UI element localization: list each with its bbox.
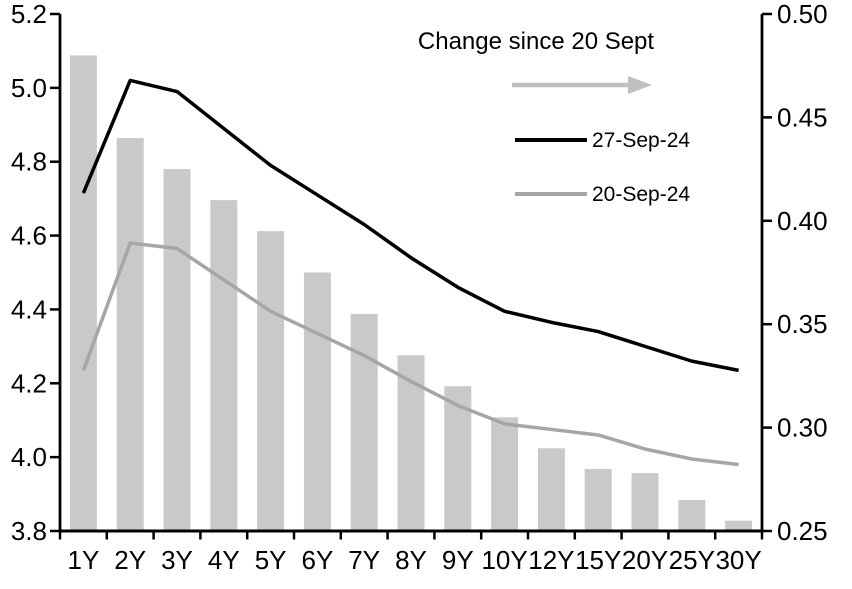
x-axis-category-label: 8Y [395, 545, 427, 575]
bar-1Y [69, 55, 97, 532]
right-axis-tick-label: 0.50 [777, 0, 828, 29]
bar-10Y [491, 417, 519, 531]
bar-7Y [350, 313, 378, 531]
left-axis-tick-label: 4.0 [11, 442, 47, 472]
legend-label-20-sep: 20-Sep-24 [592, 183, 690, 206]
x-axis-category-label: 4Y [208, 545, 240, 575]
x-axis-category-label: 10Y [481, 545, 527, 575]
left-axis-tick-label: 5.0 [11, 73, 47, 103]
bar-15Y [584, 468, 612, 531]
left-axis-tick-label: 3.8 [11, 516, 47, 546]
x-axis-category-label: 6Y [301, 545, 333, 575]
change-arrow-head-icon [628, 76, 652, 94]
bar-3Y [163, 169, 191, 531]
bar-20Y [631, 473, 659, 531]
legend-title-change-since: Change since 20 Sept [418, 28, 655, 55]
bar-6Y [303, 272, 331, 531]
legend-label-27-sep: 27-Sep-24 [592, 129, 690, 152]
bar-30Y [725, 520, 753, 531]
left-axis-tick-label: 4.2 [11, 368, 47, 398]
bar-12Y [537, 448, 565, 531]
x-axis-category-label: 2Y [114, 545, 146, 575]
right-axis-tick-label: 0.30 [777, 413, 828, 443]
x-axis-category-label: 12Y [528, 545, 574, 575]
left-axis-tick-label: 4.4 [11, 294, 47, 324]
left-axis-tick-label: 4.6 [11, 221, 47, 251]
x-axis-category-label: 9Y [442, 545, 474, 575]
line-27-sep-24 [81, 78, 739, 373]
bar-2Y [116, 138, 144, 531]
x-axis-category-label: 3Y [161, 545, 193, 575]
x-axis-category-label: 5Y [255, 545, 287, 575]
right-axis-tick-label: 0.40 [777, 206, 828, 236]
x-axis-category-label: 1Y [67, 545, 99, 575]
right-axis-tick-label: 0.45 [777, 102, 828, 132]
x-axis-category-label: 30Y [715, 545, 761, 575]
x-axis-category-label: 20Y [622, 545, 668, 575]
bar-4Y [210, 200, 238, 531]
bar-25Y [678, 499, 706, 531]
x-axis-category-label: 7Y [348, 545, 380, 575]
line-20-sep-24 [81, 241, 739, 467]
x-axis-category-label: 25Y [669, 545, 715, 575]
right-axis-tick-label: 0.35 [777, 309, 828, 339]
left-axis-tick-label: 4.8 [11, 147, 47, 177]
left-axis-tick-label: 5.2 [11, 0, 47, 29]
right-axis-tick-label: 0.25 [777, 516, 828, 546]
bar-5Y [257, 231, 285, 531]
x-axis-category-label: 15Y [575, 545, 621, 575]
